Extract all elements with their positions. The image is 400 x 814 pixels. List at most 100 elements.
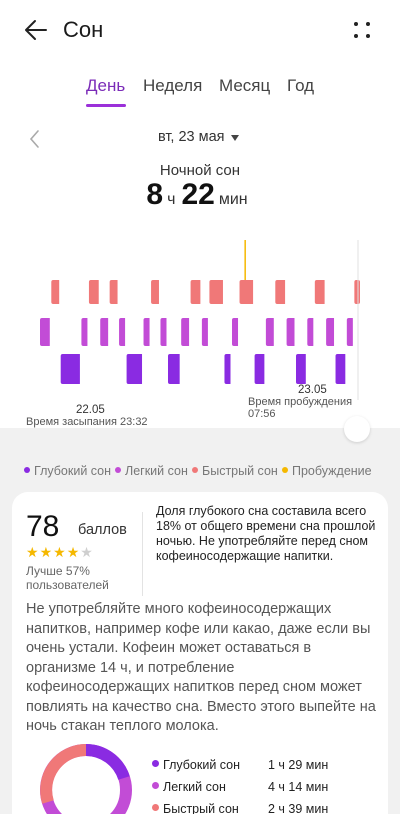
hypnogram-segment	[209, 280, 225, 304]
stage-transition	[334, 318, 338, 384]
hypnogram-segment	[201, 318, 210, 346]
tab-week[interactable]: Неделя	[143, 76, 203, 95]
hypnogram-segment	[143, 318, 152, 346]
stage-transition	[166, 318, 170, 384]
stage-name-rem: Быстрый сон	[163, 802, 239, 814]
stage-transition	[87, 280, 91, 346]
hypnogram-segment	[190, 280, 202, 304]
stage-transition	[273, 280, 277, 346]
rem-dot-icon	[152, 804, 159, 811]
stage-transition	[305, 318, 309, 384]
light-dot-icon	[115, 467, 121, 473]
sleep-summary: Доля глубокого сна составила всего 18% о…	[156, 504, 376, 563]
stage-transition	[207, 280, 211, 346]
stage-row-rem: Быстрый сон 2 ч 39 мин	[152, 802, 372, 814]
sleep-duration: 8 ч 22 мин	[0, 178, 400, 212]
more-options-icon[interactable]	[350, 18, 374, 42]
legend-rem: Быстрый сон	[192, 464, 278, 478]
duration-minutes: 22	[181, 178, 215, 211]
tab-year[interactable]: Год	[287, 76, 315, 95]
tab-day[interactable]: День	[86, 76, 126, 95]
hypnogram-segment	[224, 354, 232, 384]
stage-value-rem: 2 ч 39 мин	[268, 802, 329, 814]
hypnogram-segment	[109, 280, 120, 304]
sleep-start-caption: Время засыпания 23:32	[26, 416, 148, 428]
hypnogram-segment	[307, 318, 315, 346]
hypnogram-segment	[326, 318, 336, 346]
hypnogram-segment	[119, 318, 127, 346]
hours-unit: ч	[167, 191, 176, 208]
deep-dot-icon	[152, 760, 159, 767]
stage-transition	[230, 318, 234, 384]
hypnogram-segment	[346, 318, 355, 346]
hypnogram-segment	[60, 354, 82, 384]
hypnogram-segment	[126, 354, 144, 384]
chart-scrubber-handle[interactable]	[344, 416, 370, 442]
x-tick-start-day: 22.05	[76, 404, 105, 416]
sleep-advice: Не употребляйте много кофеиносодержащих …	[26, 601, 376, 734]
stage-transition	[108, 280, 112, 346]
hypnogram-segment	[275, 280, 287, 304]
stage-transition	[49, 280, 53, 346]
stage-transition	[313, 280, 317, 346]
caret-down-icon[interactable]	[230, 134, 240, 142]
period-tabs: День Неделя Месяц Год	[0, 76, 400, 108]
legend-awake: Пробуждение	[282, 464, 372, 478]
star-icon: ★	[39, 544, 54, 560]
page-title: Сон	[63, 17, 104, 42]
tab-month[interactable]: Месяц	[219, 76, 271, 95]
awake-dot-icon	[282, 467, 288, 473]
score-value: 78	[26, 510, 60, 543]
hypnogram-segment	[254, 354, 266, 384]
stage-transition	[125, 318, 129, 384]
star-rating: ★★★★★	[26, 544, 94, 561]
stage-value-light: 4 ч 14 мин	[268, 780, 329, 794]
hypnogram-svg	[40, 240, 360, 400]
hypnogram-segment	[51, 280, 61, 304]
stage-transition	[222, 280, 226, 384]
stage-transition	[158, 280, 162, 346]
sleep-stage-donut	[40, 744, 132, 814]
hypnogram-segment	[354, 280, 360, 304]
stage-transition	[117, 280, 121, 346]
stage-transition	[345, 318, 349, 384]
stage-transition	[324, 280, 328, 346]
stage-row-light: Легкий сон 4 ч 14 мин	[152, 780, 372, 800]
current-date[interactable]: вт, 23 мая	[158, 129, 225, 145]
stage-transition	[253, 280, 257, 384]
stage-transition	[294, 318, 298, 384]
hypnogram-segment	[81, 318, 89, 346]
sleep-hypnogram[interactable]: 22.05 23.05 Время засыпания 23:32 Время …	[20, 230, 380, 430]
deep-dot-icon	[24, 467, 30, 473]
hypnogram-segment	[151, 280, 161, 304]
top-bar: Сон	[0, 0, 400, 60]
hypnogram-segment	[314, 280, 327, 304]
hypnogram-segment	[160, 318, 168, 346]
chart-legend: Глубокий сон Легкий сон Быстрый сон Проб…	[24, 464, 384, 480]
back-arrow-icon[interactable]	[22, 16, 50, 44]
legend-light: Легкий сон	[115, 464, 188, 478]
stage-transition	[200, 280, 204, 346]
stage-value-deep: 1 ч 29 мин	[268, 758, 329, 772]
stage-transition	[352, 280, 356, 346]
hypnogram-segment	[335, 354, 347, 384]
chevron-left-icon[interactable]	[26, 128, 44, 150]
light-dot-icon	[152, 782, 159, 789]
night-sleep-label: Ночной сон	[159, 162, 241, 179]
stage-transition	[79, 318, 83, 384]
wake-up-caption: Время пробуждения 07:56	[248, 396, 353, 420]
rank-line-1: Лучше 57%	[26, 564, 90, 578]
hypnogram-segment	[239, 280, 255, 304]
score-unit: баллов	[78, 522, 127, 538]
rank-line-2: пользователей	[26, 578, 109, 592]
hypnogram-segment	[286, 318, 296, 346]
vertical-divider	[142, 512, 143, 596]
star-icon: ★	[80, 544, 94, 560]
sleep-score-card: 78 баллов ★★★★★ Лучше 57% пользователей …	[12, 492, 388, 814]
hypnogram-segment	[181, 318, 191, 346]
hypnogram-segment	[296, 354, 308, 384]
active-tab-indicator	[86, 104, 126, 107]
rem-dot-icon	[192, 467, 198, 473]
stage-row-deep: Глубокий сон 1 ч 29 мин	[152, 758, 372, 778]
stage-name-light: Легкий сон	[163, 780, 226, 794]
